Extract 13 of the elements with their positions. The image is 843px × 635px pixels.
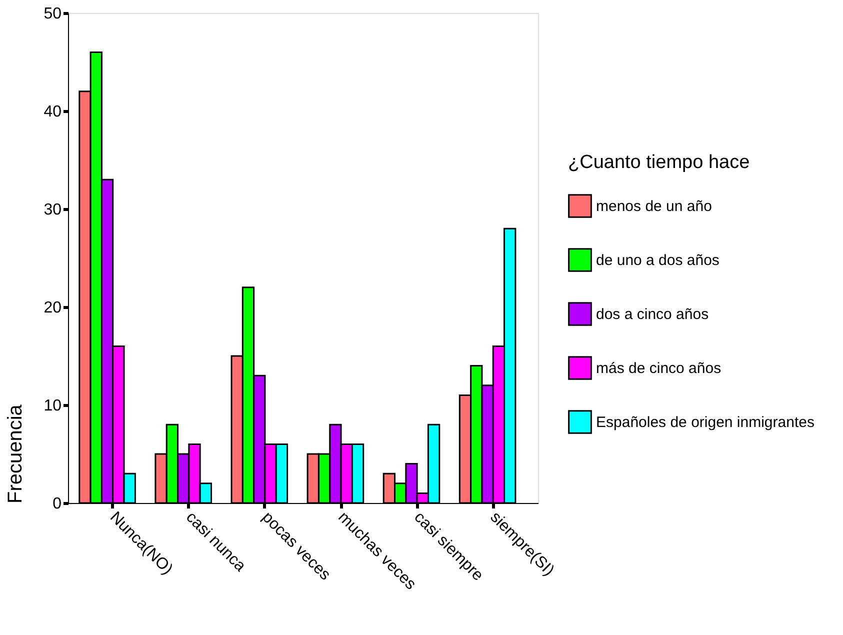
legend-label: de uno a dos años [596, 252, 720, 269]
y-tick-label: 0 [52, 496, 62, 512]
y-tick-label: 30 [44, 202, 62, 218]
legend-label: Españoles de origen inmigrantes [596, 414, 814, 431]
y-tick-label: 40 [44, 104, 62, 120]
legend-label: menos de un año [596, 198, 712, 215]
legend-title: ¿Cuanto tiempo hace [568, 152, 750, 173]
y-axis-title: Frecuencia [4, 404, 27, 504]
y-tick-label: 20 [44, 300, 62, 316]
legend-label: dos a cinco años [596, 306, 709, 323]
y-tick-label: 10 [44, 398, 62, 414]
y-tick-label: 50 [44, 6, 62, 22]
legend-label: más de cinco años [596, 360, 722, 377]
